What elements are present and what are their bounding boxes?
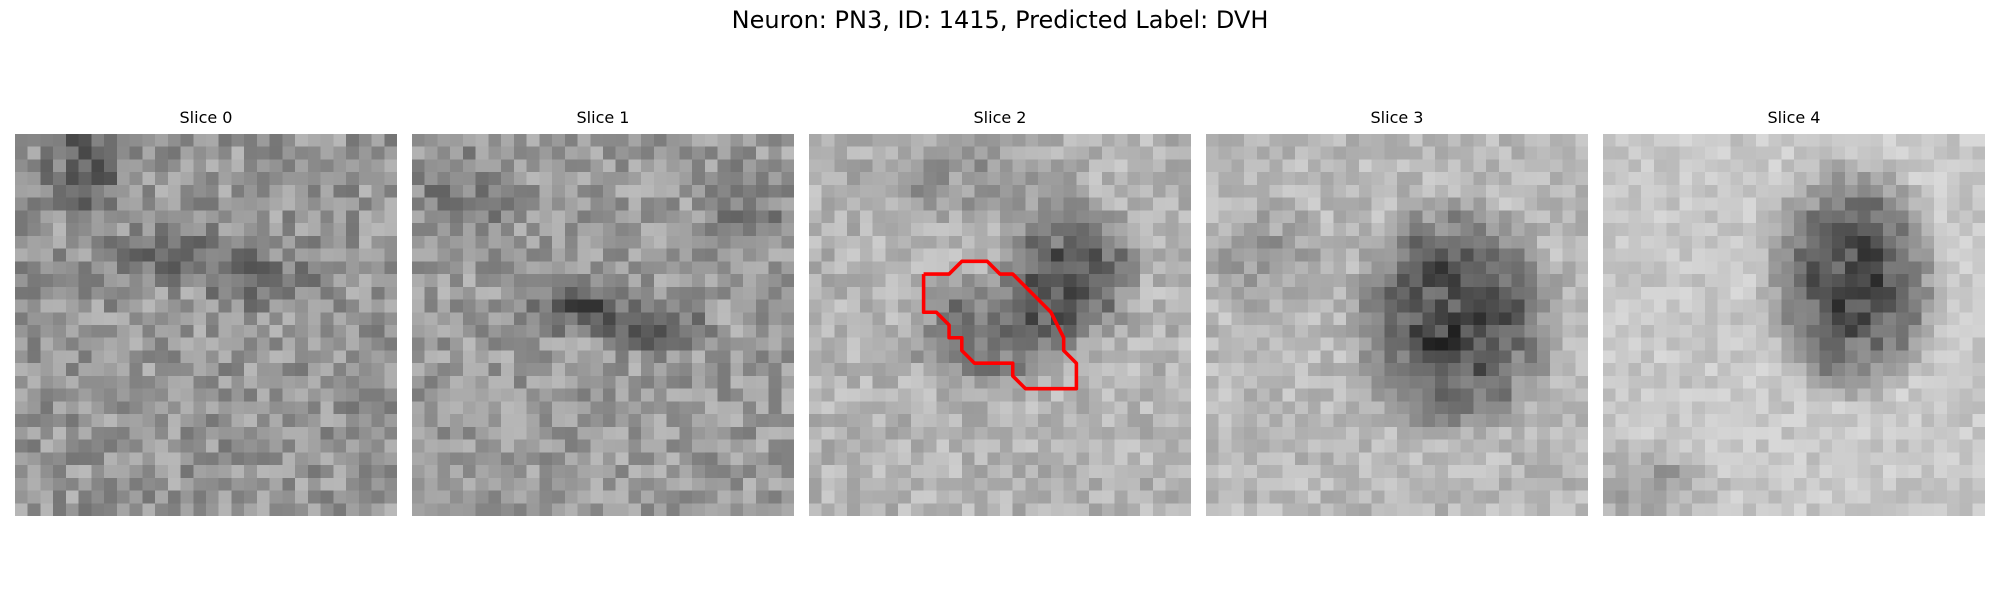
slice-image-3-pixels	[1206, 134, 1588, 516]
slice-title-2: Slice 2	[973, 108, 1027, 127]
slice-panel-1: Slice 1	[412, 108, 794, 516]
slice-image-2-pixels	[809, 134, 1191, 516]
slice-title-4: Slice 4	[1767, 108, 1821, 127]
slice-image-1-pixels	[412, 134, 794, 516]
slice-panel-3: Slice 3	[1206, 108, 1588, 516]
slice-image-1	[412, 134, 794, 516]
slice-image-3	[1206, 134, 1588, 516]
slice-image-0	[15, 134, 397, 516]
slice-panel-4: Slice 4	[1603, 108, 1985, 516]
slice-panel-0: Slice 0	[15, 108, 397, 516]
slice-image-0-pixels	[15, 134, 397, 516]
slice-panel-2: Slice 2	[809, 108, 1191, 516]
slice-image-4	[1603, 134, 1985, 516]
slice-title-3: Slice 3	[1370, 108, 1424, 127]
slice-title-0: Slice 0	[179, 108, 233, 127]
slice-image-2	[809, 134, 1191, 516]
slice-title-1: Slice 1	[576, 108, 630, 127]
figure-title: Neuron: PN3, ID: 1415, Predicted Label: …	[731, 6, 1269, 34]
slice-image-4-pixels	[1603, 134, 1985, 516]
roi-contour	[921, 259, 1079, 391]
